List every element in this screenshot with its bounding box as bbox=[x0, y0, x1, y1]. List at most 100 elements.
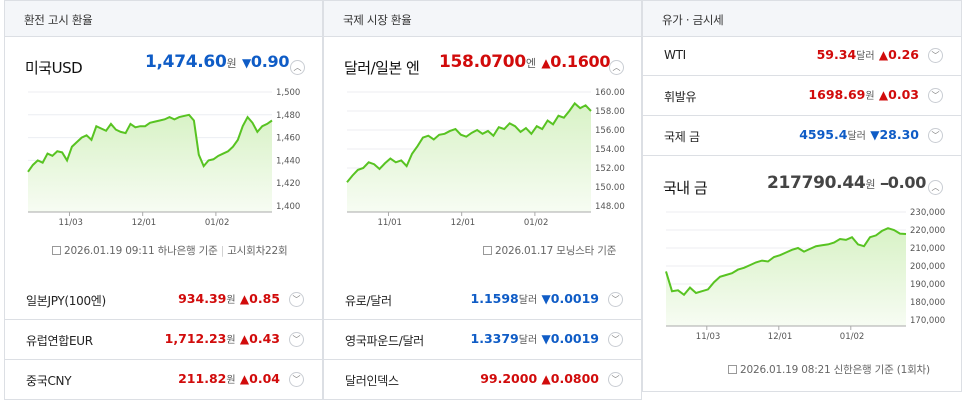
footer-datetime: 2026.01.19 08:21 bbox=[740, 364, 831, 376]
main-pair-name[interactable]: 달러/일본 엔 bbox=[344, 59, 420, 77]
y-tick-label: 210,000 bbox=[910, 244, 945, 254]
change-amount: 0.00 bbox=[887, 173, 927, 192]
item-value: 99.2000 ▲0.0800 bbox=[480, 371, 599, 386]
list-item[interactable]: 국제 금 4595.4달러 ▼28.30 ﹀ bbox=[642, 116, 962, 156]
item-change-amount: 0.04 bbox=[249, 371, 280, 386]
item-name: 유럽연합EUR bbox=[26, 334, 93, 348]
y-tick-label: 1,480 bbox=[276, 111, 300, 121]
item-change-amount: 0.03 bbox=[888, 87, 919, 102]
down-arrow-icon: ▼ bbox=[870, 128, 880, 142]
item-value: 1.1598달러 ▼0.0019 bbox=[471, 291, 600, 306]
y-tick-label: 156.00 bbox=[595, 126, 625, 136]
up-arrow-icon: ▲ bbox=[878, 88, 889, 102]
tab-exchange-rate[interactable]: 환전 고시 환율 bbox=[4, 0, 323, 37]
item-price: 99.2000 bbox=[480, 371, 538, 386]
item-name: 휘발유 bbox=[664, 90, 697, 104]
chevron-down-icon[interactable]: ﹀ bbox=[608, 372, 623, 387]
list-item[interactable]: 영국파운드/달러 1.3379달러 ▼0.0019 ﹀ bbox=[323, 320, 642, 360]
item-change: ▼0.0019 bbox=[542, 331, 599, 346]
chevron-down-icon[interactable]: ﹀ bbox=[289, 372, 304, 387]
x-tick-label: 01/02 bbox=[205, 218, 230, 228]
item-name: 영국파운드/달러 bbox=[345, 334, 424, 348]
document-icon bbox=[728, 365, 737, 374]
usd-chart: 1,500 1,480 1,460 1,440 1,420 1,400 11/03 12/01… bbox=[27, 88, 300, 228]
item-change-amount: 0.85 bbox=[249, 291, 280, 306]
y-tick-label: 180,000 bbox=[910, 298, 945, 308]
exchange-main-card bbox=[4, 36, 323, 280]
y-tick-label: 230,000 bbox=[910, 208, 945, 218]
change-value: ▼0.90 bbox=[242, 52, 290, 71]
main-currency-price: 1,474.60원 ▼0.90 bbox=[145, 52, 289, 72]
chevron-up-icon[interactable]: ︿ bbox=[928, 180, 943, 195]
change-value: ▲0.1600 bbox=[541, 52, 610, 71]
y-tick-label: 160.00 bbox=[595, 88, 625, 98]
item-price: 934.39 bbox=[178, 291, 227, 306]
list-item[interactable]: 유로/달러 1.1598달러 ▼0.0019 ﹀ bbox=[323, 280, 642, 320]
price-value: 217790.44 bbox=[767, 173, 866, 193]
list-item[interactable]: 휘발유 1698.69원 ▲0.03 ﹀ bbox=[642, 76, 962, 116]
y-tick-label: 200,000 bbox=[910, 262, 945, 272]
gold-main-card bbox=[642, 156, 962, 392]
list-item[interactable]: WTI 59.34달러 ▲0.26 ﹀ bbox=[642, 36, 962, 76]
y-tick-label: 1,500 bbox=[276, 88, 300, 98]
item-name: 중국CNY bbox=[26, 374, 72, 388]
y-tick-label: 220,000 bbox=[910, 226, 945, 236]
item-unit: 원 bbox=[226, 295, 236, 306]
footer-source: 하나은행 기준 bbox=[157, 245, 218, 257]
chevron-down-icon[interactable]: ﹀ bbox=[608, 292, 623, 307]
intl-column: 국제 시장 환율 달러/일본 엔 158.0700엔 ▲0.1600 ︿ 160… bbox=[323, 0, 642, 404]
up-arrow-icon: ▲ bbox=[239, 332, 250, 346]
item-value: 1.3379달러 ▼0.0019 bbox=[471, 331, 600, 346]
item-change-amount: 0.0019 bbox=[550, 291, 599, 306]
item-price: 1.3379 bbox=[470, 331, 519, 346]
x-tick-label: 12/01 bbox=[132, 218, 157, 228]
document-icon bbox=[52, 246, 61, 255]
item-unit: 달러 bbox=[518, 335, 538, 346]
change-amount: 0.90 bbox=[250, 52, 290, 71]
price-unit: 원 bbox=[226, 57, 237, 70]
item-unit: 원 bbox=[226, 375, 236, 386]
x-tick-label: 01/02 bbox=[840, 332, 865, 342]
item-change-amount: 0.26 bbox=[888, 47, 919, 62]
list-item[interactable]: 유럽연합EUR 1,712.23원 ▲0.43 ﹀ bbox=[4, 320, 323, 360]
up-arrow-icon: ▲ bbox=[239, 292, 250, 306]
x-tick-label: 11/03 bbox=[58, 218, 82, 228]
y-tick-label: 152.00 bbox=[595, 164, 625, 174]
item-name: 일본JPY(100엔) bbox=[26, 294, 106, 308]
series-area bbox=[28, 114, 272, 212]
chevron-down-icon[interactable]: ﹀ bbox=[928, 128, 943, 143]
x-tick-label: 12/01 bbox=[451, 218, 476, 228]
chevron-down-icon[interactable]: ﹀ bbox=[608, 332, 623, 347]
chevron-down-icon[interactable]: ﹀ bbox=[928, 48, 943, 63]
item-name: 유로/달러 bbox=[345, 294, 392, 308]
list-item[interactable]: 일본JPY(100엔) 934.39원 ▲0.85 ﹀ bbox=[4, 280, 323, 320]
price-value: 158.0700 bbox=[439, 52, 526, 72]
document-icon bbox=[483, 246, 492, 255]
footer-round: (1회차) bbox=[896, 364, 930, 376]
chevron-up-icon[interactable]: ︿ bbox=[609, 60, 624, 75]
chevron-up-icon[interactable]: ︿ bbox=[290, 60, 305, 75]
chevron-down-icon[interactable]: ﹀ bbox=[928, 88, 943, 103]
gold-name[interactable]: 국내 금 bbox=[663, 179, 708, 197]
tab-intl-rate[interactable]: 국제 시장 환율 bbox=[323, 0, 642, 37]
item-change: ▲0.85 bbox=[240, 291, 280, 306]
tab-commodity[interactable]: 유가 · 금시세 bbox=[642, 0, 962, 37]
change-value: ━0.00 bbox=[881, 173, 927, 192]
item-price: 1698.69 bbox=[808, 87, 866, 102]
chevron-down-icon[interactable]: ﹀ bbox=[289, 292, 304, 307]
item-change: ▲0.04 bbox=[240, 371, 280, 386]
y-tick-label: 158.00 bbox=[595, 107, 625, 117]
gold-chart: 230,000 220,000 210,000 200,000 190,000 180,0… bbox=[665, 208, 945, 342]
item-change-amount: 28.30 bbox=[879, 127, 919, 142]
intl-main-card bbox=[323, 36, 642, 280]
item-change-amount: 0.0019 bbox=[550, 331, 599, 346]
main-currency-name[interactable]: 미국USD bbox=[25, 59, 83, 77]
y-tick-label: 1,460 bbox=[276, 134, 300, 144]
chevron-down-icon[interactable]: ﹀ bbox=[289, 332, 304, 347]
y-tick-label: 148.00 bbox=[595, 202, 625, 212]
list-item[interactable]: 중국CNY 211.82원 ▲0.04 ﹀ bbox=[4, 360, 323, 400]
up-arrow-icon: ▲ bbox=[541, 372, 551, 386]
x-tick-label: 11/01 bbox=[377, 218, 402, 228]
list-item[interactable]: 달러인덱스 99.2000 ▲0.0800 ﹀ bbox=[323, 360, 642, 400]
item-change: ▲0.26 bbox=[879, 47, 919, 62]
